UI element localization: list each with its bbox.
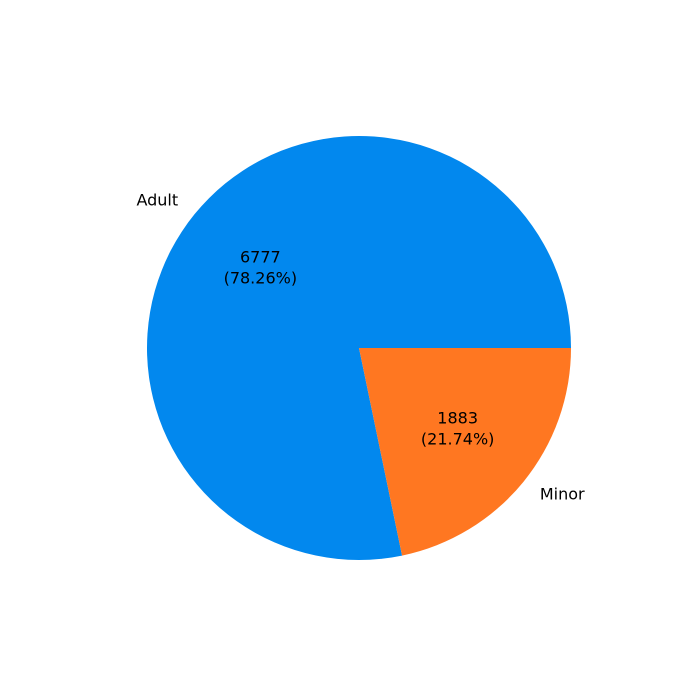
slice-label-minor: Minor <box>540 485 585 504</box>
value-count-minor: 1883 <box>437 408 478 427</box>
value-label-adult: 6777 (78.26%) <box>224 248 298 288</box>
value-percent-adult: (78.26%) <box>224 269 298 288</box>
labels-layer: Adult 6777 (78.26%) Minor 1883 (21.74%) <box>136 190 585 503</box>
slice-label-adult: Adult <box>136 190 178 209</box>
pie-slice-minor <box>359 348 571 556</box>
slices-layer <box>147 136 571 560</box>
value-percent-minor: (21.74%) <box>421 429 495 448</box>
value-label-minor: 1883 (21.74%) <box>421 408 495 448</box>
value-count-adult: 6777 <box>240 248 281 267</box>
